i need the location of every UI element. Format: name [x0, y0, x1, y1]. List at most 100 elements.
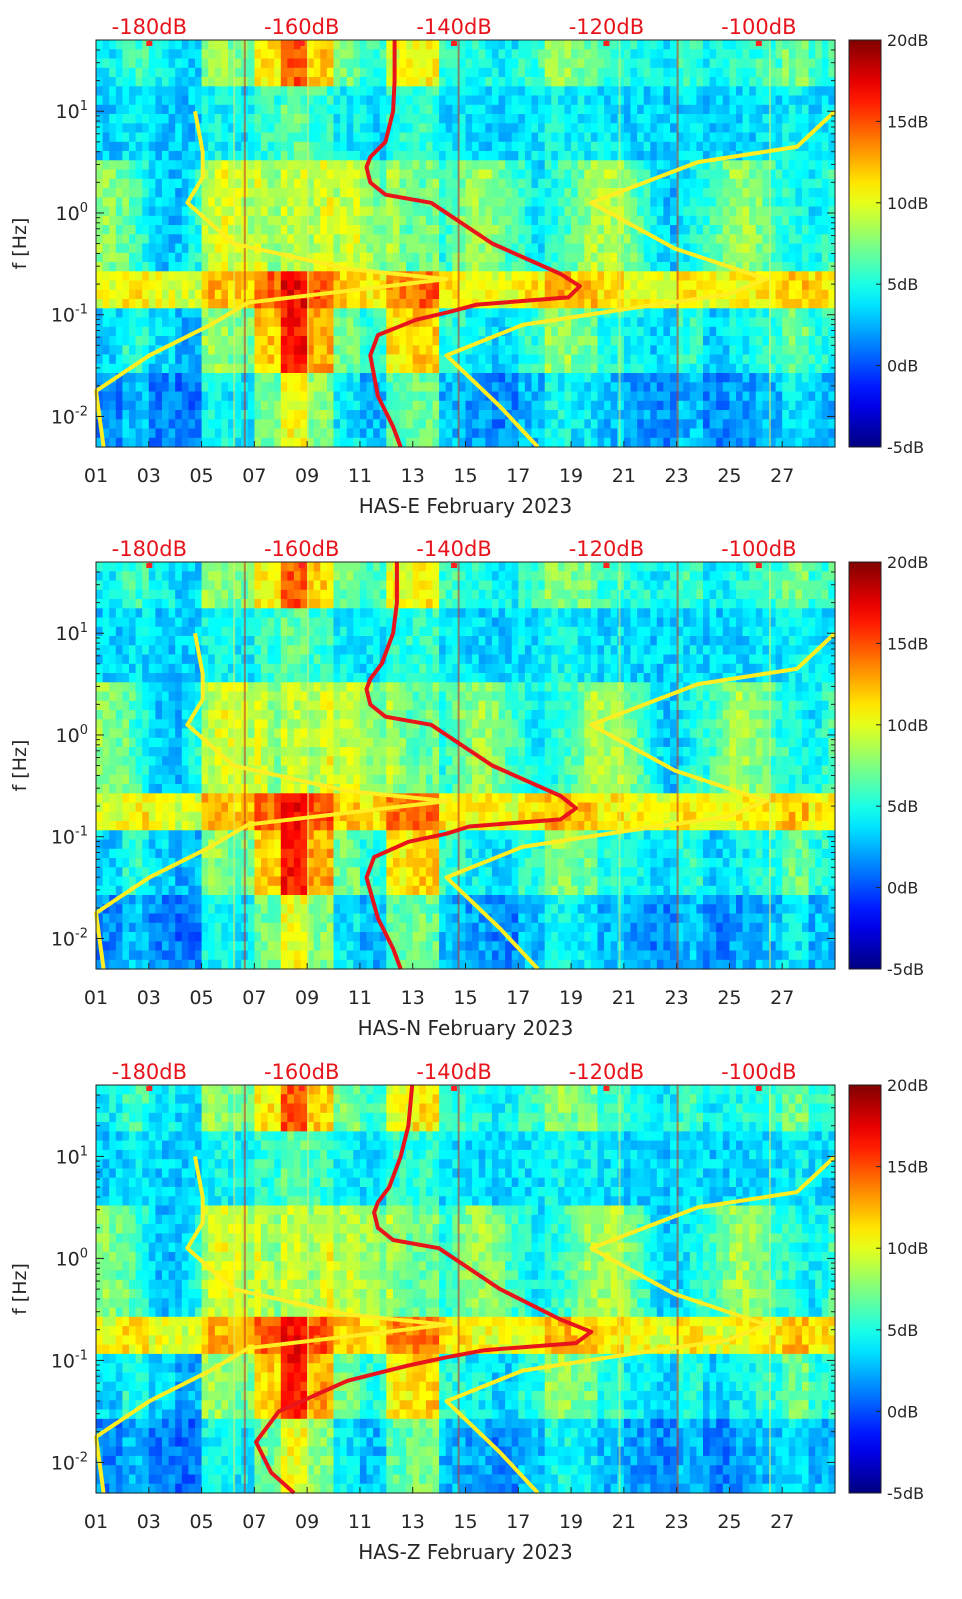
heatmap-cell — [696, 215, 704, 226]
heatmap-cell — [102, 410, 110, 420]
heatmap-cell — [676, 178, 684, 189]
heatmap-cell — [564, 67, 572, 78]
heatmap-cell — [432, 188, 440, 198]
heatmap-cell — [274, 77, 282, 87]
heatmap-cell — [643, 169, 651, 180]
heatmap-cell — [458, 151, 467, 161]
heatmap-cell — [373, 289, 381, 300]
heatmap-cell — [346, 132, 354, 143]
heatmap-cell — [129, 326, 137, 337]
heatmap-cell — [221, 225, 229, 235]
heatmap-cell — [762, 262, 770, 272]
heatmap-cell — [181, 299, 189, 309]
heatmap-cell — [208, 49, 216, 60]
heatmap-cell — [228, 419, 236, 430]
heatmap-cell — [637, 67, 645, 78]
heatmap-cell — [703, 400, 711, 411]
heatmap-cell — [274, 151, 282, 161]
heatmap-cell — [307, 104, 315, 115]
heatmap-cell — [195, 317, 203, 328]
heatmap-cell — [386, 437, 394, 448]
heatmap-cell — [696, 206, 704, 217]
heatmap-cell — [287, 243, 295, 254]
heatmap-cell — [808, 354, 816, 365]
heatmap-cell — [425, 382, 434, 393]
heatmap-cell — [544, 243, 552, 254]
heatmap-cell — [142, 234, 150, 245]
heatmap-cell — [749, 336, 757, 346]
heatmap-cell — [346, 215, 354, 226]
heatmap-cell — [320, 271, 328, 282]
heatmap-cell — [755, 308, 763, 319]
heatmap-cell — [630, 123, 638, 134]
heatmap-cell — [821, 225, 829, 235]
heatmap-cell — [656, 160, 664, 171]
heatmap-cell — [307, 428, 315, 439]
heatmap-cell — [769, 410, 777, 420]
heatmap-cell — [623, 428, 632, 439]
heatmap-cell — [135, 400, 143, 411]
heatmap-cell — [531, 178, 539, 189]
heatmap-cell — [716, 373, 724, 383]
heatmap-cell — [201, 382, 209, 393]
heatmap-cell — [650, 252, 658, 263]
heatmap-cell — [544, 86, 552, 97]
heatmap-cell — [326, 114, 335, 124]
heatmap-cell — [168, 243, 176, 254]
heatmap-cell — [386, 317, 394, 328]
heatmap-cell — [445, 419, 453, 430]
heatmap-cell — [782, 243, 790, 254]
heatmap-cell — [656, 410, 664, 420]
heatmap-cell — [399, 289, 407, 300]
heatmap-cell — [571, 373, 579, 383]
heatmap-cell — [821, 95, 829, 106]
heatmap-cell — [122, 345, 130, 356]
heatmap-cell — [181, 67, 189, 78]
heatmap-cell — [802, 336, 810, 346]
heatmap-cell — [828, 141, 836, 152]
heatmap-cell — [188, 382, 196, 393]
heatmap-cell — [293, 345, 302, 356]
heatmap-cell — [102, 169, 110, 180]
heatmap-cell — [313, 400, 321, 411]
heatmap-cell — [577, 373, 585, 383]
heatmap-cell — [392, 354, 401, 365]
heatmap-cell — [821, 308, 829, 319]
heatmap-cell — [656, 437, 664, 448]
heatmap-cell — [670, 141, 678, 152]
heatmap-cell — [386, 243, 394, 254]
heatmap-cell — [689, 225, 697, 235]
heatmap-cell — [577, 188, 585, 198]
heatmap-cell — [333, 363, 341, 374]
heatmap-cell — [465, 345, 473, 356]
heatmap-cell — [280, 437, 288, 448]
heatmap-cell — [261, 151, 269, 161]
heatmap-cell — [782, 178, 790, 189]
heatmap-cell — [142, 336, 150, 346]
heatmap-cell — [162, 280, 170, 291]
heatmap-cell — [386, 151, 394, 161]
heatmap-cell — [637, 132, 645, 143]
heatmap-cell — [597, 363, 605, 374]
heatmap-cell — [406, 373, 414, 383]
heatmap-cell — [584, 67, 592, 78]
heatmap-cell — [485, 252, 493, 263]
heatmap-cell — [181, 141, 189, 152]
heatmap-cell — [419, 95, 427, 106]
heatmap-cell — [782, 419, 790, 430]
heatmap-cell — [472, 382, 480, 393]
heatmap-cell — [524, 336, 533, 346]
heatmap-cell — [366, 363, 374, 374]
heatmap-cell — [676, 428, 684, 439]
heatmap-cell — [670, 363, 678, 374]
heatmap-cell — [353, 197, 361, 208]
heatmap-cell — [379, 308, 387, 319]
heatmap-cell — [261, 252, 269, 263]
heatmap-cell — [162, 345, 170, 356]
heatmap-cell — [181, 123, 189, 134]
heatmap-cell — [340, 169, 348, 180]
heatmap-cell — [498, 317, 506, 328]
heatmap-cell — [775, 336, 783, 346]
heatmap-cell — [689, 326, 697, 337]
heatmap-cell — [221, 215, 229, 226]
